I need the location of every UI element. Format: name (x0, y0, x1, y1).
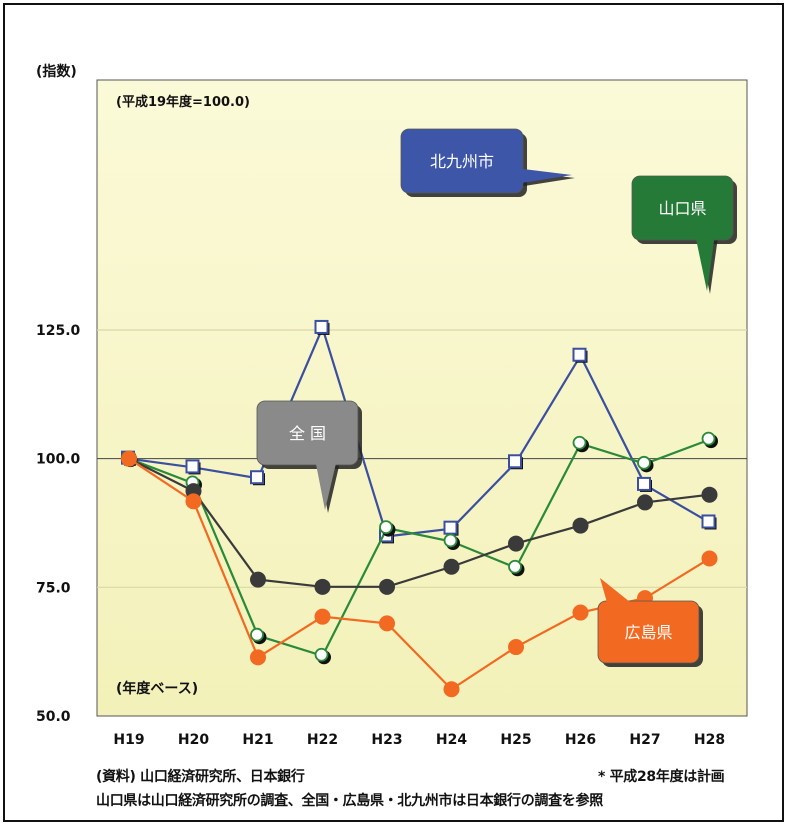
data-point (701, 486, 718, 503)
callout-hiroshima: 広島県 (597, 578, 703, 667)
reference-note: 山口県は山口経済研究所の調査、全国・広島県・北九州市は日本銀行の調査を参照 (96, 793, 603, 809)
x-tick-label: H28 (694, 732, 725, 748)
callout-label: 広島県 (624, 623, 672, 642)
data-point (185, 459, 200, 474)
data-point (572, 517, 589, 534)
data-point (379, 578, 395, 595)
callout-tail (315, 459, 337, 510)
series-line (128, 324, 711, 538)
data-point (572, 347, 587, 362)
x-tick-label: H22 (307, 732, 338, 748)
y-axis-ticks: 50.0 75.0 100.0 125.0 (36, 323, 81, 725)
callout-box (256, 400, 359, 466)
data-point (572, 435, 587, 450)
x-tick-label: H19 (113, 732, 144, 748)
data-point (185, 493, 202, 510)
data-point (443, 681, 460, 698)
data-point (508, 639, 524, 656)
data-point (572, 604, 589, 621)
callout-box (597, 600, 700, 664)
basis-note: (年度ベース) (116, 680, 198, 697)
y-tick-label: 75.0 (36, 580, 71, 596)
series-line (128, 438, 710, 658)
plan-note: * 平成28年度は計画 (598, 769, 725, 785)
callout-tail (600, 578, 635, 606)
data-point (701, 550, 718, 567)
data-point (250, 627, 264, 642)
data-point (314, 319, 329, 334)
y-tick-label: 50.0 (36, 709, 71, 725)
callout-box (400, 128, 524, 194)
data-point (637, 494, 653, 511)
callout-tail (515, 168, 572, 184)
callout-tail (695, 234, 715, 291)
x-tick-label: H23 (371, 732, 402, 748)
data-point (443, 533, 458, 548)
x-axis-ticks: H19 H20 H21 H22 H23 H24 H25 H26 H27 H28 (113, 732, 725, 748)
y-tick-label: 100.0 (36, 452, 81, 468)
data-point (314, 608, 331, 625)
data-point (250, 470, 264, 485)
data-point (443, 520, 458, 535)
callout-kitakyushu: 北九州市 (400, 128, 575, 197)
data-point (508, 559, 522, 574)
data-point (314, 647, 329, 662)
callout-yamaguchi: 山口県 (631, 175, 737, 294)
x-tick-label: H20 (178, 732, 209, 748)
callout-zenkoku: 全 国 (256, 400, 362, 513)
callout-label: 全 国 (289, 424, 326, 443)
data-point (379, 520, 393, 535)
data-point (121, 450, 137, 467)
data-point (637, 455, 651, 470)
data-point (250, 571, 266, 588)
x-tick-label: H25 (500, 732, 531, 748)
data-point (701, 431, 716, 446)
series-lines (121, 319, 718, 698)
x-tick-label: H21 (242, 732, 273, 748)
callout-box (631, 175, 734, 241)
x-tick-label: H27 (629, 732, 660, 748)
callout-label: 山口県 (658, 199, 706, 218)
x-tick-label: H24 (436, 732, 467, 748)
y-unit-label: (指数) (36, 63, 77, 80)
data-point (250, 649, 266, 666)
base-note: (平成19年度=100.0) (116, 94, 250, 110)
data-point (443, 558, 460, 575)
data-point (508, 454, 522, 469)
data-point (379, 615, 395, 632)
data-point (637, 476, 651, 491)
y-tick-label: 125.0 (36, 323, 81, 339)
x-tick-label: H26 (565, 732, 596, 748)
callout-label: 北九州市 (430, 152, 494, 171)
series-line (128, 457, 710, 588)
data-point (508, 535, 524, 552)
series-1 (121, 431, 718, 665)
source-note: (資料) 山口経済研究所、日本銀行 (96, 769, 305, 785)
data-point (314, 578, 331, 595)
data-point (701, 514, 716, 529)
